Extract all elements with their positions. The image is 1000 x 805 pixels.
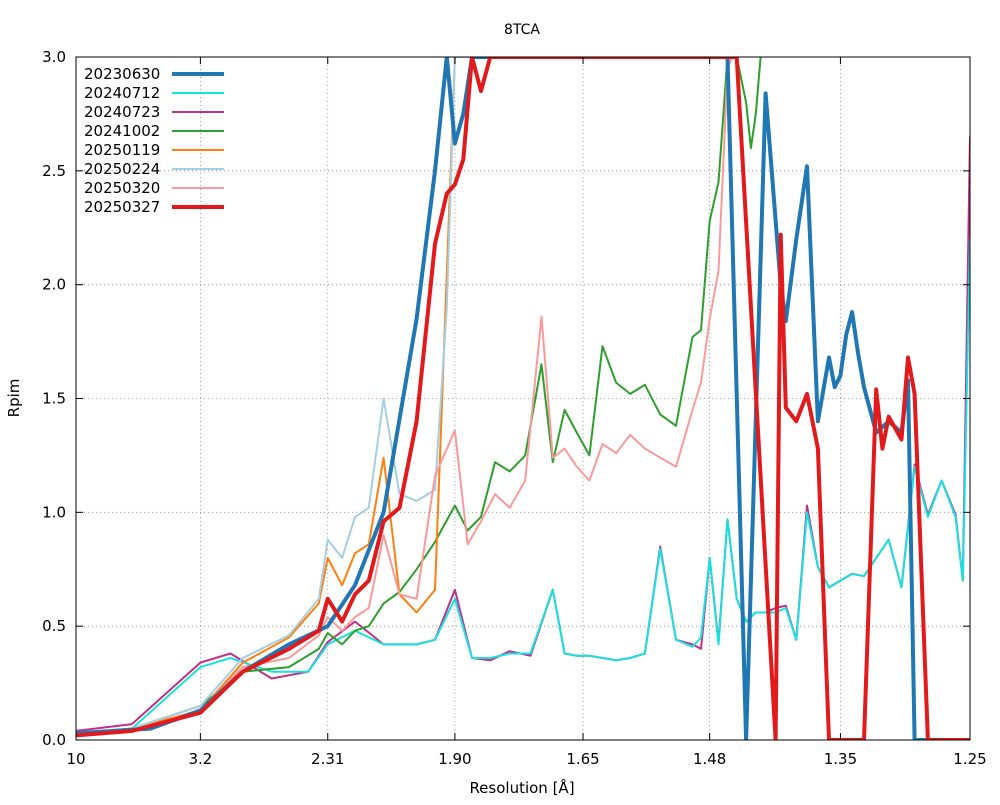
legend-label: 20230630 [84,65,160,83]
x-tick-label: 1.65 [566,750,599,768]
legend-label: 20250119 [84,141,160,159]
series-line-20250224 [76,57,478,737]
legend: 2023063020240712202407232024100220250119… [84,65,224,216]
series-line-20250320 [76,57,734,737]
series-line-20250327 [76,57,970,740]
x-tick-label: 2.31 [311,750,344,768]
y-tick-label: 0.5 [42,617,66,635]
legend-label: 20240723 [84,103,160,121]
x-tick-label: 10 [66,750,85,768]
x-tick-label: 1.35 [824,750,857,768]
y-tick-label: 2.5 [42,162,66,180]
y-tick-label: 1.5 [42,390,66,408]
x-tick-label: 3.2 [188,750,212,768]
y-tick-label: 1.0 [42,503,66,521]
x-tick-label: 1.48 [693,750,726,768]
chart-title: 8TCA [504,22,540,38]
series-line-20250119 [76,57,478,737]
y-tick-label: 2.0 [42,276,66,294]
x-tick-label: 1.25 [953,750,986,768]
legend-label: 20240712 [84,84,160,102]
y-tick-label: 3.0 [42,48,66,66]
legend-label: 20250224 [84,160,160,178]
y-tick-label: 0.0 [42,731,66,749]
tick-layer: 10 3.2 2.31 1.90 1.65 1.48 1.35 1.25 0.0 0.5 1.0 1.… [42,48,987,768]
x-axis-label: Resolution [Å] [469,778,574,797]
legend-label: 20250320 [84,179,160,197]
series-line-20241002 [76,57,762,735]
series-layer [76,57,970,740]
x-tick-label: 1.90 [438,750,471,768]
legend-label: 20250327 [84,198,160,216]
y-axis-label: Rpim [5,379,23,418]
legend-label: 20241002 [84,122,160,140]
